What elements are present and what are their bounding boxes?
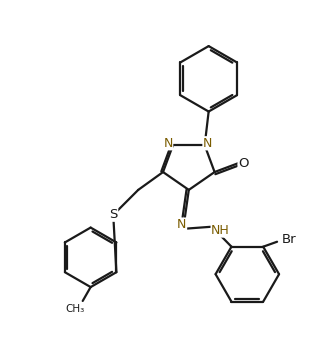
Text: N: N: [177, 218, 186, 231]
Text: N: N: [203, 137, 212, 150]
Text: S: S: [109, 208, 118, 221]
Text: N: N: [163, 137, 173, 150]
Text: NH: NH: [211, 224, 230, 237]
Text: Br: Br: [282, 233, 296, 246]
Text: CH₃: CH₃: [65, 304, 84, 314]
Text: O: O: [238, 156, 249, 170]
